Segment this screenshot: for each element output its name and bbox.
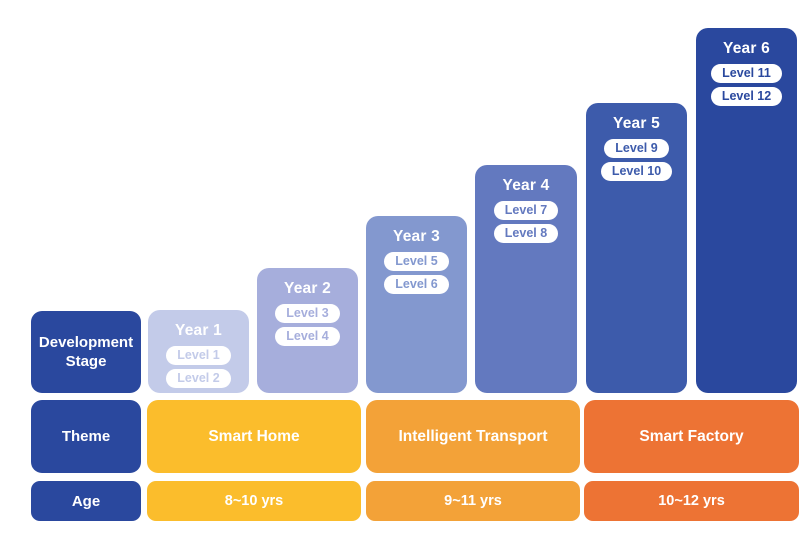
year-5-label: Year 5 [613, 115, 660, 132]
year-6-block: Year 6 Level 11 Level 12 [696, 28, 797, 393]
level-6-pill: Level 6 [384, 275, 449, 294]
level-7-pill: Level 7 [493, 201, 559, 220]
level-12-pill: Level 12 [710, 87, 783, 106]
level-3-pill: Level 3 [275, 304, 340, 323]
development-stage-header: Development Stage [31, 311, 141, 393]
level-11-pill: Level 11 [711, 64, 782, 83]
year-4-label: Year 4 [502, 177, 550, 194]
age-smart-home: 8~10 yrs [147, 481, 361, 521]
level-9-pill: Level 9 [604, 139, 669, 158]
level-5-pill: Level 5 [384, 252, 449, 271]
year-5-block: Year 5 Level 9 Level 10 [586, 103, 687, 393]
year-6-label: Year 6 [723, 40, 770, 57]
age-intelligent-transport: 9~11 yrs [366, 481, 580, 521]
level-10-pill: Level 10 [600, 162, 673, 181]
theme-smart-home: Smart Home [147, 400, 361, 473]
theme-smart-factory: Smart Factory [584, 400, 799, 473]
age-header: Age [31, 481, 141, 521]
level-8-pill: Level 8 [493, 224, 559, 243]
year-2-block: Year 2 Level 3 Level 4 [257, 268, 358, 393]
age-smart-factory: 10~12 yrs [584, 481, 799, 521]
year-2-label: Year 2 [284, 280, 331, 297]
level-4-pill: Level 4 [275, 327, 340, 346]
theme-intelligent-transport: Intelligent Transport [366, 400, 580, 473]
year-3-block: Year 3 Level 5 Level 6 [366, 216, 467, 393]
theme-header: Theme [31, 400, 141, 473]
year-3-label: Year 3 [393, 228, 440, 245]
year-4-block: Year 4 Level 7 Level 8 [475, 165, 577, 393]
level-2-pill: Level 2 [166, 369, 231, 388]
level-1-pill: Level 1 [166, 346, 231, 365]
year-1-label: Year 1 [175, 322, 222, 339]
year-1-block: Year 1 Level 1 Level 2 [148, 310, 249, 393]
